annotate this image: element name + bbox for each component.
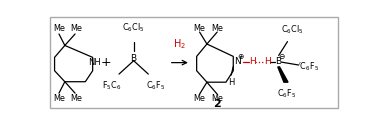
Text: Me: Me xyxy=(211,24,223,33)
Text: C$_6$F$_5$: C$_6$F$_5$ xyxy=(146,80,165,92)
Text: Me: Me xyxy=(194,24,206,33)
Text: H: H xyxy=(249,57,256,66)
Text: Me: Me xyxy=(194,94,206,103)
Polygon shape xyxy=(278,67,288,82)
Text: Me: Me xyxy=(53,24,65,33)
Text: H$_2$: H$_2$ xyxy=(173,38,186,51)
Text: F$_5$C$_6$: F$_5$C$_6$ xyxy=(102,80,121,92)
Text: C$_6$F$_5$: C$_6$F$_5$ xyxy=(277,87,296,100)
Text: $'$C$_6$F$_5$: $'$C$_6$F$_5$ xyxy=(298,60,319,73)
Text: N: N xyxy=(234,57,240,66)
Text: C$_6$Cl$_5$: C$_6$Cl$_5$ xyxy=(280,24,303,36)
Text: B: B xyxy=(276,57,282,66)
Text: Me: Me xyxy=(53,94,65,103)
Text: NH: NH xyxy=(88,58,101,67)
Text: Me: Me xyxy=(70,24,82,33)
Text: H: H xyxy=(228,78,234,87)
Text: +: + xyxy=(101,56,111,69)
Text: ⊖: ⊖ xyxy=(279,52,285,61)
Text: H: H xyxy=(264,57,271,66)
Text: 2: 2 xyxy=(213,99,220,109)
Text: Me: Me xyxy=(211,94,223,103)
Text: ⊕: ⊕ xyxy=(237,52,244,61)
Text: C$_6$Cl$_5$: C$_6$Cl$_5$ xyxy=(122,21,145,34)
Text: B: B xyxy=(131,54,137,63)
Text: Me: Me xyxy=(70,94,82,103)
